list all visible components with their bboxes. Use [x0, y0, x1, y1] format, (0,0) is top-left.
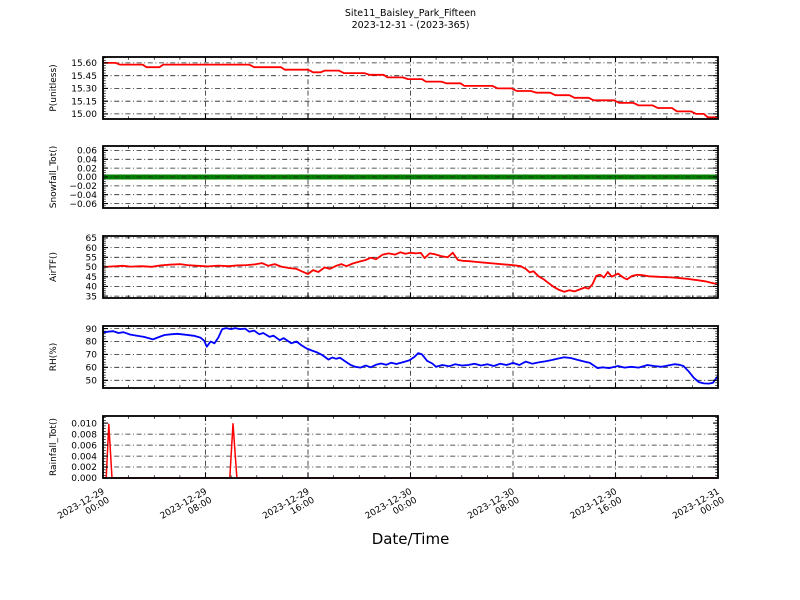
panel-RH: 90 80 70 60 50 RH(%): [49, 325, 719, 389]
y-tick-label: 0.004: [71, 452, 97, 462]
y-tick-label: 15.15: [71, 97, 97, 107]
figure-title: Site11_Baisley_Park_Fifteen: [344, 8, 477, 19]
panel-Snowfall_Tot: 0.060.040.020.00−0.02−0.04−0.06 Snowfall_…: [49, 145, 719, 210]
y-axis-label-Rainfall_Tot: Rainfall_Tot(): [49, 418, 59, 476]
y-tick-label: 60: [86, 364, 98, 374]
y-axis-label-AirTF: AirTF(): [49, 252, 59, 282]
y-tick-label: 15.00: [71, 110, 97, 120]
x-tick-label: 2023-12-2908:00: [159, 487, 215, 531]
y-tick-label: 35: [86, 292, 97, 302]
x-tick-label: 2023-12-3008:00: [466, 487, 522, 531]
y-tick-label: 0.006: [71, 441, 97, 451]
y-tick-label: 0.000: [71, 474, 97, 484]
series-P: [103, 62, 718, 119]
y-tick-label: 55: [86, 254, 97, 264]
y-tick-label: 50: [86, 376, 98, 386]
y-tick-label: 65: [86, 234, 97, 244]
x-tick-label: 2023-12-3016:00: [569, 487, 625, 531]
y-tick-label: 60: [86, 244, 98, 254]
y-tick-label: 0.00: [77, 173, 97, 183]
figure-subtitle: 2023-12-31 - (2023-365): [351, 20, 470, 31]
y-tick-label: 45: [86, 273, 97, 283]
y-tick-label: 0.06: [77, 147, 97, 157]
y-tick-label: 0.04: [77, 156, 97, 166]
y-tick-label: 15.60: [71, 59, 97, 69]
y-tick-label: 15.30: [71, 85, 97, 95]
x-tick-label: 2023-12-3000:00: [364, 487, 420, 531]
y-tick-label: 0.02: [77, 164, 97, 174]
x-tick-label: 2023-12-2900:00: [56, 487, 112, 531]
y-axis-label-P: P(unitless): [49, 64, 59, 111]
y-tick-label: −0.02: [69, 182, 97, 192]
y-tick-label: 50: [86, 263, 98, 273]
y-axis-label-RH: RH(%): [49, 343, 59, 372]
x-axis-title: Date/Time: [371, 530, 450, 548]
panel-P: 15.60 15.45 15.30 15.15 15.00 P(unitless): [49, 56, 719, 120]
y-tick-label: 0.010: [71, 419, 97, 429]
y-tick-label: 70: [86, 351, 98, 361]
y-axis-label-Snowfall_Tot: Snowfall_Tot(): [49, 146, 59, 209]
series-RH: [102, 327, 719, 385]
y-tick-label: −0.06: [69, 200, 97, 210]
y-tick-label: 0.002: [71, 463, 97, 473]
y-tick-label: 15.45: [71, 72, 97, 82]
y-tick-label: 40: [86, 283, 98, 293]
y-tick-label: 0.008: [71, 430, 97, 440]
x-tick-label: 2023-12-3100:00: [671, 487, 727, 531]
series-AirTF: [102, 251, 719, 293]
y-tick-label: 80: [86, 338, 98, 348]
x-tick-label: 2023-12-2916:00: [261, 487, 317, 531]
y-tick-label: −0.04: [69, 191, 97, 201]
y-tick-label: 90: [86, 325, 98, 335]
